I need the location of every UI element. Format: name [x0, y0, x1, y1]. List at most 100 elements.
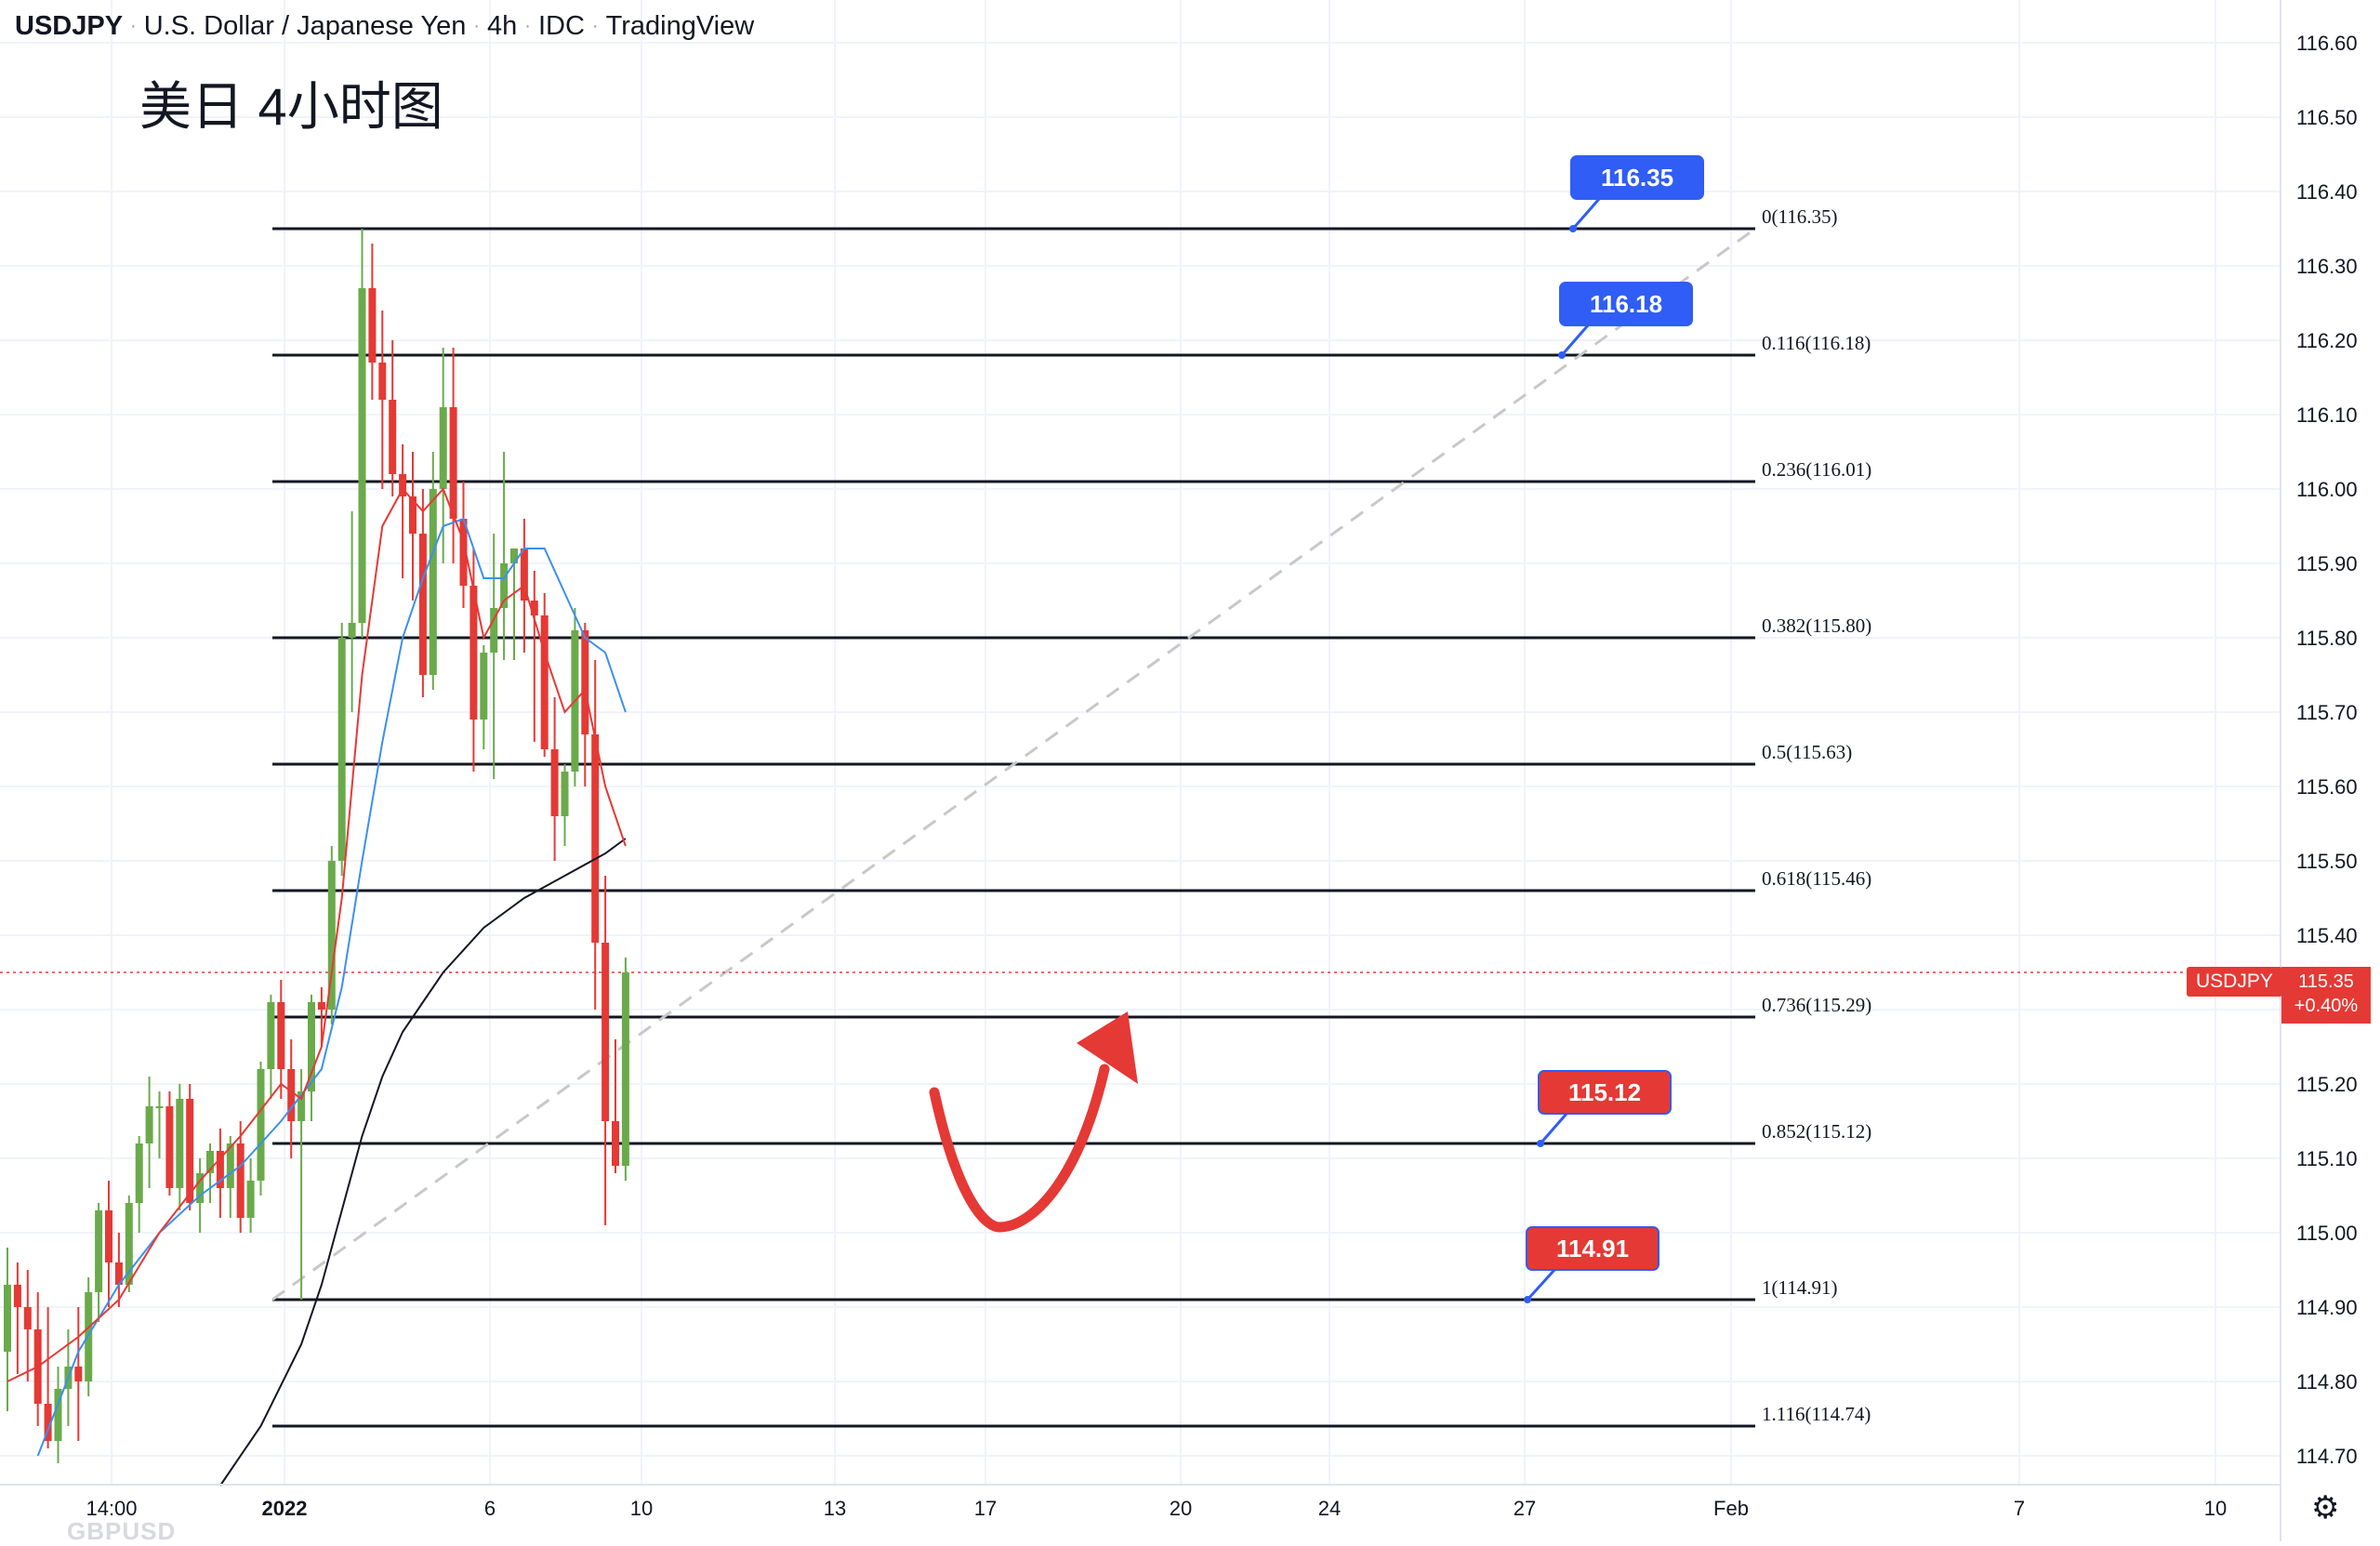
candle-body [13, 1285, 21, 1307]
candle-body [308, 1002, 315, 1091]
callout-price-label: 116.35 [1601, 164, 1673, 192]
callout-box[interactable] [1538, 1070, 1672, 1115]
time-axis[interactable]: 14:00 2022 6 10 13 17 20 24 27 Feb 7 10 [86, 1497, 2227, 1520]
candle-body [135, 1143, 143, 1203]
candle-body [317, 1002, 325, 1010]
price-tick-label: 116.00 [2296, 478, 2358, 501]
fib-level-label: 0.116(116.18) [1762, 332, 1871, 354]
gear-icon[interactable]: ⚙ [2311, 1490, 2340, 1526]
fib-level-label: 1(114.91) [1762, 1276, 1837, 1299]
symbol-header[interactable]: USDJPY · U.S. Dollar / Japanese Yen · 4h · IDC… [15, 11, 754, 42]
fib-level-label: 0.236(116.01) [1762, 458, 1871, 481]
symbol-name[interactable]: USDJPY [15, 11, 124, 41]
price-scale-separator [2280, 0, 2281, 1541]
current-price-value: 115.35 [2298, 971, 2354, 992]
candle-body [105, 1210, 112, 1262]
time-tick-label: 2022 [262, 1497, 308, 1520]
candle-body [510, 548, 518, 563]
moving-average-fast [7, 487, 627, 1382]
candle-body [4, 1285, 11, 1352]
callout-price-label: 116.18 [1590, 290, 1662, 318]
candle-body [368, 288, 377, 363]
price-tick-label: 114.80 [2296, 1370, 2358, 1394]
chart-grid [0, 0, 2280, 1484]
callout-anchor [1558, 351, 1566, 359]
price-tick-label: 116.50 [2296, 106, 2358, 129]
callout-anchor [1537, 1140, 1544, 1147]
time-tick-label: 17 [974, 1497, 997, 1520]
candle-body [277, 1002, 285, 1069]
candle-body [358, 288, 366, 623]
time-tick-label: 27 [1514, 1497, 1536, 1520]
callout-box[interactable] [1526, 1226, 1659, 1271]
candle-body [480, 653, 488, 720]
price-tick-label: 114.70 [2296, 1445, 2358, 1468]
time-tick-label: 7 [2014, 1497, 2025, 1520]
fibonacci-retracement[interactable]: 0(116.35) 0.116(116.18) 0.236(116.01) 0.382… [272, 205, 1871, 1428]
time-tick-label: 20 [1170, 1497, 1192, 1520]
candle-body [561, 772, 569, 816]
price-callouts[interactable]: 116.35 116.18 115.12 114.91 [1524, 155, 1704, 1303]
candle-body [612, 1121, 619, 1166]
candle-body [378, 363, 387, 400]
price-tick-label: 116.40 [2296, 180, 2358, 204]
candle-body [418, 534, 427, 675]
candle-body [95, 1210, 103, 1292]
candle-body [54, 1389, 62, 1441]
price-axis[interactable]: 116.60 116.50 116.40 116.30 116.20 116.10 116.… [2296, 32, 2358, 1468]
candle-body [226, 1143, 234, 1188]
price-tick-label: 115.80 [2296, 627, 2358, 650]
price-tick-label: 115.10 [2296, 1147, 2358, 1170]
candle-body [591, 734, 600, 943]
candle-body [389, 400, 397, 474]
callout-pointer [1539, 1113, 1568, 1144]
candle-body [602, 943, 610, 1121]
candle-body [114, 1262, 123, 1285]
fib-level-label: 0.736(115.29) [1762, 994, 1871, 1016]
callout-anchor [1569, 225, 1577, 232]
price-tick-label: 115.00 [2296, 1222, 2358, 1245]
candle-body [23, 1307, 32, 1329]
candle-body [165, 1106, 174, 1188]
callout-pointer [1571, 198, 1601, 230]
price-tick-label: 115.20 [2296, 1073, 2358, 1096]
interval-label[interactable]: 4h [487, 11, 518, 41]
candle-body [409, 496, 416, 534]
candle-body [459, 519, 468, 586]
time-tick-label: 6 [484, 1497, 496, 1520]
callout-pointer [1526, 1268, 1556, 1302]
callout-pointer [1560, 324, 1590, 356]
price-tick-label: 115.50 [2296, 850, 2358, 873]
watermark-symbol: GBPUSD [67, 1517, 177, 1545]
price-tick-label: 116.10 [2296, 403, 2358, 427]
candle-body [337, 638, 346, 861]
separator-dot: · [130, 16, 137, 36]
callout-price-label: 115.12 [1568, 1078, 1641, 1106]
callout-box[interactable] [1570, 155, 1704, 200]
candle-body [540, 615, 549, 749]
chart-annotation-title: 美日 4小时图 [139, 77, 443, 136]
callout-anchor [1524, 1296, 1531, 1303]
candle-body [449, 407, 457, 519]
candle-body [327, 861, 336, 1010]
price-tick-label: 116.30 [2296, 255, 2358, 278]
candle-body [429, 489, 437, 675]
candle-body [85, 1292, 93, 1381]
candle-body [155, 1106, 164, 1108]
callout-box[interactable] [1559, 282, 1693, 326]
candle-body [206, 1151, 214, 1173]
candle-body [44, 1404, 52, 1441]
moving-averages [7, 487, 627, 1487]
candle-body [621, 972, 629, 1166]
platform-name: TradingView [605, 11, 755, 41]
current-price-change: +0.40% [2294, 996, 2359, 1016]
fib-level-label: 0(116.35) [1762, 205, 1837, 228]
fib-level-label: 1.116(114.74) [1762, 1403, 1871, 1425]
fib-trend-line [271, 227, 1756, 1302]
price-tick-label: 114.90 [2296, 1296, 2358, 1319]
candle-body [530, 601, 538, 615]
candle-body [581, 630, 589, 734]
separator-dot: · [524, 16, 531, 36]
candle-body [267, 1002, 275, 1069]
